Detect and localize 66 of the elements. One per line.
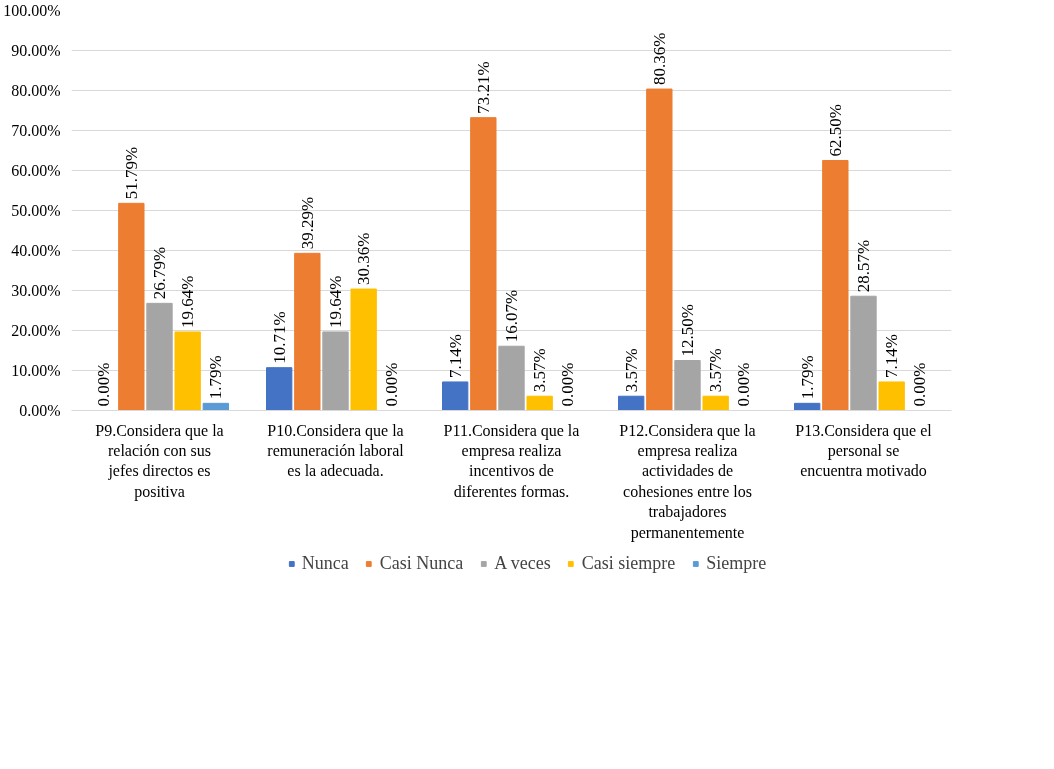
bar [878,381,905,411]
bar [174,331,201,411]
y-tick-label: 70.00% [11,122,61,139]
bar [646,88,673,411]
x-tick-label: P13.Considera que el personal se encuentra motivado [795,421,933,480]
bar [674,360,701,411]
y-tick-label: 60.00% [11,162,61,179]
data-label: 30.36% [354,232,374,286]
y-tick-label: 30.00% [11,282,61,299]
data-label: 39.29% [297,196,317,250]
y-tick-label: 40.00% [11,242,61,259]
y-tick-label: 20.00% [11,322,61,339]
data-label: 28.57% [854,239,873,293]
bar [266,367,293,411]
bar [498,345,525,411]
bar [822,160,849,411]
y-tick-label: 0.00% [19,402,61,419]
x-tick-label: P11.Considera que la empresa realiza incentivos de diferentes formas. [443,421,580,500]
bar [294,252,321,411]
y-tick-label: 90.00% [11,42,61,59]
data-label: 0.00% [910,362,930,407]
bar [350,288,377,411]
legend-label: Siempre [706,552,767,574]
bar [442,381,469,411]
data-label: 0.00% [558,362,578,407]
legend-label: Casi siempre [581,552,676,574]
data-label: 19.64% [326,275,345,328]
data-label: 0.00% [734,362,754,407]
x-tick-label: P10.Considera que la remuneración laboral es la adecuada. [267,421,405,480]
data-label: 0.00% [93,362,113,407]
bar [146,302,173,411]
legend-label: Casi Nunca [379,552,464,574]
data-label: 73.21% [473,61,493,114]
data-label: 7.14% [445,334,465,378]
data-label: 12.50% [678,304,697,357]
data-label: 7.14% [882,334,902,378]
y-tick-label: 80.00% [11,82,61,99]
data-label: 3.57% [621,348,641,393]
data-label: 10.71% [269,311,289,364]
y-tick-label: 50.00% [11,202,61,219]
bar [118,202,145,411]
data-label: 3.57% [706,348,726,393]
data-label: 1.79% [206,355,226,400]
y-tick-label: 10.00% [11,362,61,379]
data-label: 19.64% [178,275,198,328]
y-tick-label: 100.00% [3,2,61,19]
bar [202,402,229,411]
bar [702,395,729,411]
data-label: 3.57% [530,348,550,393]
bar [618,395,645,411]
legend-label: Nunca [301,552,349,574]
data-label: 0.00% [382,362,402,407]
bar [794,402,821,411]
x-tick-label: P12.Considera que la empresa realiza actividades de cohesiones entre los trabajadores permanentemente [619,421,756,542]
data-label: 16.07% [502,289,521,343]
bar [322,331,349,411]
data-label: 80.36% [649,32,669,86]
bar [850,295,877,411]
data-label: 62.50% [825,104,845,157]
data-label: 26.79% [150,246,169,300]
x-tick-label: P9.Considera que la relación con sus jefes directos es positiva [95,421,224,501]
bar [470,117,497,411]
data-label: 51.79% [121,146,141,200]
legend-label: A veces [494,552,551,574]
bar [526,395,553,411]
data-label: 1.79% [797,355,817,400]
